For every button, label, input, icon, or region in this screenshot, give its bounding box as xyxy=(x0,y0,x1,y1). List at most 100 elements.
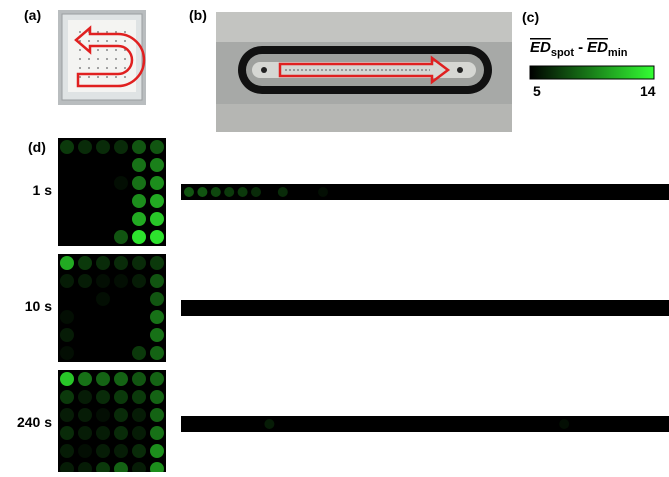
spot xyxy=(114,256,128,270)
strip-spot xyxy=(184,303,194,313)
strip-spot xyxy=(385,419,395,429)
strip-spot xyxy=(613,187,623,197)
strip-spot xyxy=(465,303,475,313)
strip-spot xyxy=(586,187,596,197)
strip-spot xyxy=(358,303,368,313)
photo-dot xyxy=(97,76,99,78)
photo-dot xyxy=(79,58,81,60)
spot xyxy=(150,230,164,244)
strip-spot xyxy=(197,187,207,197)
strip-spot xyxy=(546,419,556,429)
panel-label: (b) xyxy=(189,7,207,23)
strip-spot xyxy=(425,419,435,429)
strip-spot xyxy=(345,303,355,313)
strip-spot xyxy=(425,303,435,313)
strip-spot xyxy=(532,187,542,197)
spot xyxy=(114,274,128,288)
spot xyxy=(78,274,92,288)
photo-dot xyxy=(106,58,108,60)
strip-spot xyxy=(318,187,328,197)
spot xyxy=(78,346,92,360)
photo-dot xyxy=(88,58,90,60)
strip-spot xyxy=(184,187,194,197)
strip-spot xyxy=(439,303,449,313)
spot xyxy=(78,158,92,172)
spot xyxy=(96,292,110,306)
strip-spot xyxy=(613,419,623,429)
spot xyxy=(60,230,74,244)
grid-bg xyxy=(58,138,166,246)
spot xyxy=(60,176,74,190)
spot xyxy=(96,310,110,324)
strip-spot xyxy=(479,187,489,197)
strip-spot xyxy=(398,303,408,313)
photo-dot xyxy=(115,49,117,51)
strip-spot xyxy=(559,419,569,429)
spot xyxy=(78,140,92,154)
figure: (a) (b) (c) (d) EDspot-EDmin 5141 s10 s2… xyxy=(0,0,669,472)
spot xyxy=(150,194,164,208)
spot xyxy=(78,292,92,306)
strip-spot xyxy=(519,187,529,197)
spot xyxy=(150,310,164,324)
strip-spot xyxy=(345,187,355,197)
photo-dot xyxy=(79,67,81,69)
strip-spot xyxy=(211,303,221,313)
spot xyxy=(114,230,128,244)
spot xyxy=(132,426,146,440)
photo-dot xyxy=(124,40,126,42)
spot xyxy=(150,212,164,226)
strip-spot xyxy=(492,303,502,313)
photo-dot xyxy=(124,67,126,69)
term: ED xyxy=(530,39,551,56)
photo-dot xyxy=(79,31,81,33)
spot xyxy=(150,328,164,342)
spot xyxy=(132,274,146,288)
grid-bg xyxy=(58,254,166,362)
strip-spot xyxy=(506,419,516,429)
strip-spot xyxy=(452,303,462,313)
strip-spot xyxy=(506,303,516,313)
strip-spot xyxy=(345,419,355,429)
strip-spot xyxy=(238,187,248,197)
strip-spot xyxy=(264,187,274,197)
strip-spot xyxy=(385,187,395,197)
spot xyxy=(114,176,128,190)
spot xyxy=(60,426,74,440)
spot xyxy=(132,256,146,270)
panel-label: (a) xyxy=(24,7,41,23)
strip-spot xyxy=(653,187,663,197)
spot xyxy=(78,194,92,208)
spot xyxy=(150,256,164,270)
spot xyxy=(132,176,146,190)
spot xyxy=(132,408,146,422)
spot xyxy=(150,408,164,422)
strip-spot xyxy=(211,419,221,429)
strip-spot xyxy=(640,187,650,197)
photo-dot xyxy=(97,58,99,60)
photo-dot xyxy=(97,40,99,42)
strip-spot xyxy=(613,303,623,313)
spot xyxy=(78,230,92,244)
spot xyxy=(78,408,92,422)
spot xyxy=(132,230,146,244)
spot xyxy=(150,158,164,172)
strip-spot xyxy=(425,187,435,197)
strip-spot xyxy=(452,187,462,197)
strip-spot xyxy=(251,419,261,429)
time-label: 10 s xyxy=(25,298,52,314)
photo-dot xyxy=(115,40,117,42)
spot xyxy=(132,444,146,458)
spot xyxy=(96,230,110,244)
spot xyxy=(78,328,92,342)
strip-spot xyxy=(412,419,422,429)
spot xyxy=(114,140,128,154)
spot xyxy=(114,328,128,342)
strip-spot xyxy=(331,303,341,313)
spot xyxy=(60,212,74,226)
strip-spot xyxy=(372,303,382,313)
strip-spot xyxy=(546,303,556,313)
strip-spot xyxy=(251,187,261,197)
strip-spot xyxy=(599,419,609,429)
photo-dot xyxy=(97,49,99,51)
